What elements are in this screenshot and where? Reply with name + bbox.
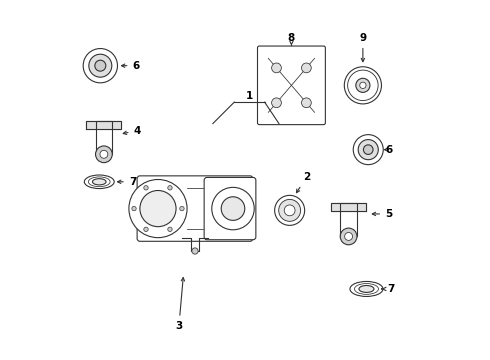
Circle shape: [192, 248, 198, 254]
Circle shape: [344, 233, 352, 240]
Circle shape: [301, 63, 311, 73]
Circle shape: [364, 145, 373, 154]
Circle shape: [212, 187, 254, 230]
Ellipse shape: [93, 179, 106, 185]
Polygon shape: [96, 121, 112, 154]
Circle shape: [140, 190, 176, 227]
Circle shape: [271, 63, 281, 73]
Circle shape: [168, 186, 172, 190]
Circle shape: [279, 199, 300, 221]
Circle shape: [144, 186, 148, 190]
Circle shape: [271, 98, 281, 108]
Circle shape: [132, 206, 136, 211]
FancyBboxPatch shape: [204, 177, 256, 240]
Circle shape: [89, 54, 112, 77]
Circle shape: [221, 197, 245, 220]
Polygon shape: [86, 121, 122, 129]
Ellipse shape: [96, 146, 112, 163]
Text: 1: 1: [245, 91, 253, 101]
Text: 6: 6: [122, 61, 140, 71]
Text: 9: 9: [359, 33, 367, 62]
Text: 8: 8: [288, 33, 295, 46]
Text: 5: 5: [372, 209, 392, 219]
Circle shape: [360, 82, 366, 89]
Text: 7: 7: [118, 177, 136, 187]
Text: 3: 3: [175, 278, 185, 331]
Circle shape: [356, 78, 370, 93]
Circle shape: [95, 60, 106, 71]
FancyBboxPatch shape: [137, 176, 253, 241]
Circle shape: [129, 180, 187, 238]
Circle shape: [344, 67, 381, 104]
Text: 2: 2: [296, 172, 310, 193]
Polygon shape: [331, 203, 366, 211]
Circle shape: [83, 49, 118, 83]
Ellipse shape: [340, 228, 357, 245]
Text: 6: 6: [385, 145, 392, 155]
Circle shape: [284, 205, 295, 216]
Ellipse shape: [359, 285, 374, 292]
Circle shape: [144, 227, 148, 231]
Circle shape: [353, 135, 383, 165]
Text: 7: 7: [382, 284, 394, 294]
Circle shape: [358, 140, 378, 160]
Circle shape: [100, 150, 108, 158]
Polygon shape: [341, 203, 357, 237]
FancyBboxPatch shape: [258, 46, 325, 125]
Circle shape: [180, 206, 184, 211]
Text: 4: 4: [123, 126, 141, 136]
Circle shape: [168, 227, 172, 231]
Circle shape: [301, 98, 311, 108]
Circle shape: [275, 195, 305, 225]
Circle shape: [347, 70, 378, 100]
Ellipse shape: [84, 175, 114, 189]
Ellipse shape: [350, 282, 383, 296]
